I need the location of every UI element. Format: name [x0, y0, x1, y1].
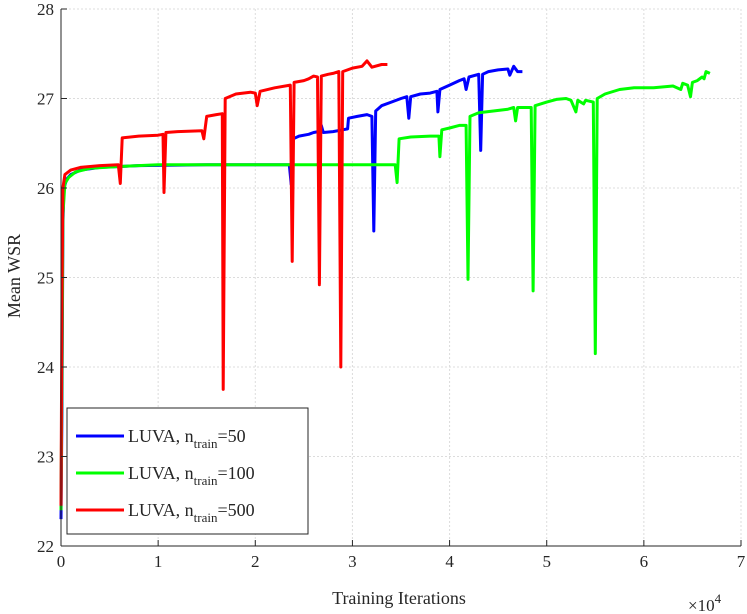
- legend-entry-1: LUVA, ntrain=100: [76, 463, 255, 488]
- legend-entry-0: LUVA, ntrain=50: [76, 426, 246, 451]
- y-tick-label: 25: [37, 269, 54, 288]
- legend-box: [66, 407, 309, 535]
- x-tick-label: 5: [542, 552, 551, 571]
- y-tick-label: 23: [37, 448, 54, 467]
- y-tick-label: 26: [37, 179, 54, 198]
- x-tick-label: 1: [154, 552, 163, 571]
- series-lines: [59, 59, 711, 520]
- y-tick-label: 22: [37, 537, 54, 556]
- x-axis-multiplier: ×104: [688, 591, 722, 614]
- x-tick-label: 4: [445, 552, 454, 571]
- x-tick-label: 3: [348, 552, 357, 571]
- legend-label-1: LUVA, ntrain=100: [128, 463, 255, 488]
- y-tick-label: 27: [37, 90, 55, 109]
- x-tick-label: 0: [57, 552, 66, 571]
- x-axis-label: Training Iterations: [332, 588, 466, 608]
- x-tick-label: 7: [737, 552, 746, 571]
- y-tick-label: 24: [37, 358, 55, 377]
- x-tick-label: 2: [251, 552, 260, 571]
- legend-label-2: LUVA, ntrain=500: [128, 500, 255, 525]
- y-tick-label: 28: [37, 0, 54, 19]
- x-tick-label: 6: [640, 552, 649, 571]
- y-axis-label: Mean WSR: [4, 234, 24, 318]
- legend: LUVA, ntrain=50 LUVA, ntrain=100 LUVA, n…: [66, 407, 309, 535]
- series-line-1: [59, 70, 711, 511]
- legend-label-0: LUVA, ntrain=50: [128, 426, 246, 451]
- series-line-2: [59, 59, 388, 506]
- legend-entry-2: LUVA, ntrain=500: [76, 500, 255, 525]
